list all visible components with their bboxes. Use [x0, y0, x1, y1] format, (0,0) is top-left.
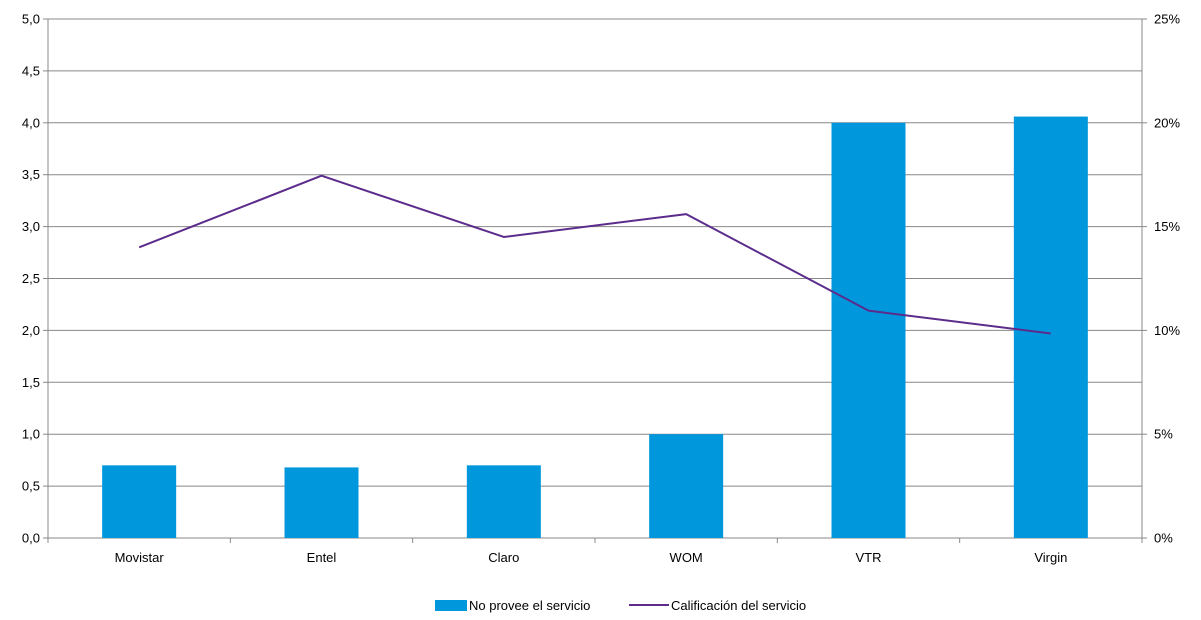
x-axis-tick-label: WOM	[670, 550, 703, 565]
legend-label-line: Calificación del servicio	[671, 598, 806, 613]
right-axis-tick-label: 25%	[1154, 12, 1180, 27]
x-axis-tick-label: Movistar	[115, 550, 165, 565]
legend: No provee el servicio Calificación del s…	[435, 598, 806, 613]
bar	[467, 465, 541, 538]
right-axis-tick-label: 10%	[1154, 323, 1180, 338]
x-axis-tick-label: Claro	[488, 550, 519, 565]
left-axis-tick-label: 4,0	[22, 115, 40, 130]
legend-label-bars: No provee el servicio	[469, 598, 590, 613]
left-axis-tick-label: 1,0	[22, 427, 40, 442]
bar	[649, 434, 723, 538]
right-axis-tick-label: 0%	[1154, 531, 1173, 546]
right-axis-tick-label: 15%	[1154, 219, 1180, 234]
left-axis-tick-label: 2,0	[22, 323, 40, 338]
x-axis-tick-label: Entel	[307, 550, 337, 565]
left-axis-tick-label: 5,0	[22, 12, 40, 27]
bar	[832, 123, 906, 538]
left-axis-tick-label: 0,0	[22, 531, 40, 546]
x-axis-tick-label: VTR	[856, 550, 882, 565]
right-axis-tick-label: 20%	[1154, 115, 1180, 130]
legend-swatch-bars	[435, 600, 467, 611]
right-axis-tick-label: 5%	[1154, 427, 1173, 442]
left-axis-tick-label: 3,0	[22, 219, 40, 234]
bar	[1014, 117, 1088, 538]
left-axis-tick-label: 3,5	[22, 167, 40, 182]
bar	[285, 467, 359, 538]
left-axis-tick-label: 2,5	[22, 271, 40, 286]
x-axis-tick-label: Virgin	[1034, 550, 1067, 565]
bar	[102, 465, 176, 538]
left-axis-tick-label: 4,5	[22, 63, 40, 78]
left-axis-tick-label: 1,5	[22, 375, 40, 390]
left-axis-tick-label: 0,5	[22, 479, 40, 494]
